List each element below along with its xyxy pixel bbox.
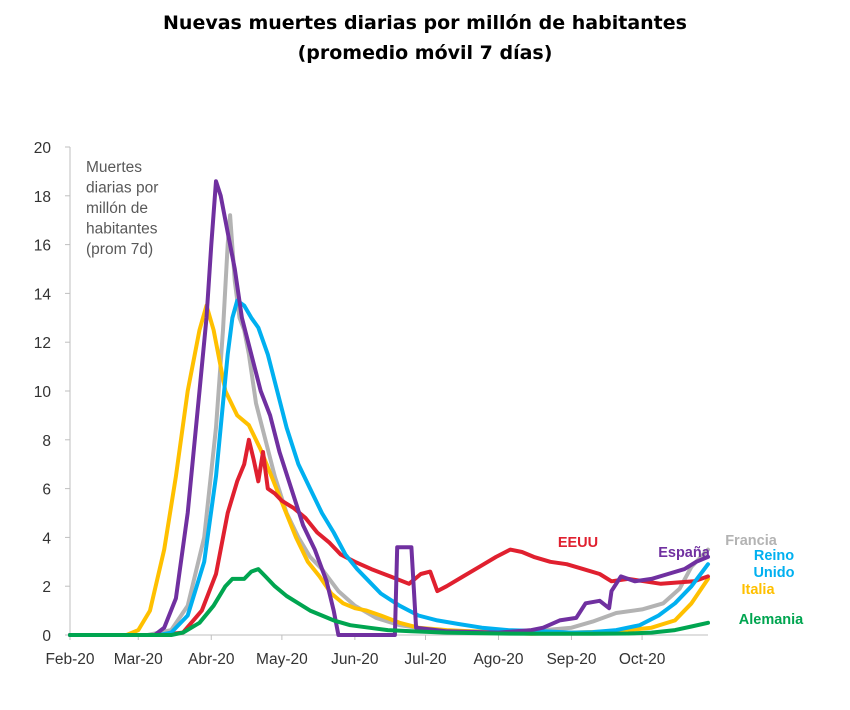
series-label-line: Unido [753,565,794,581]
series-label-reino-unido: Reino Unido [753,548,794,581]
y-tick-label: 18 [34,189,51,206]
y-axis-label-line: habitantes [86,221,158,238]
chart-subtitle: (promedio móvil 7 días) [297,42,553,64]
x-tick-label: Abr-20 [188,651,235,668]
series-labels: Francia Italia EEUU España Reino Unido Alemani… [558,533,804,628]
y-tick-label: 12 [34,335,51,352]
y-tick-label: 16 [34,238,51,255]
series-line-eeuu [68,437,710,637]
series-label-italia: Italia [741,582,775,598]
series-line-alemania [68,567,710,637]
x-tick-label: Ago-20 [473,651,523,668]
series-label-francia: Francia [725,533,778,549]
x-tick-label: May-20 [256,651,308,668]
y-tick-label: 10 [34,384,52,401]
series-label-line: España [658,545,711,561]
series-label-line: Reino [754,548,794,564]
y-tick-label: 6 [42,482,51,499]
y-axis-label-line: Muertes [86,159,142,176]
chart-title: Nuevas muertes diarias por millón de hab… [163,12,687,34]
y-axis-label-text: Muertes diarias por millón de habitantes (pr… [86,159,158,258]
series-label-alemania: Alemania [739,612,804,628]
series-lines [68,179,710,637]
series-label-line: Italia [741,582,775,598]
y-tick-label: 14 [34,286,52,303]
series-label-españa: España [658,545,711,561]
series-label-eeuu: EEUU [558,535,598,551]
series-label-line: Alemania [739,612,804,628]
y-tick-label: 2 [42,579,51,596]
x-tick-label: Sep-20 [546,651,596,668]
series-line-españa [68,179,710,637]
x-tick-label: Feb-20 [45,651,94,668]
series-label-line: Francia [725,533,778,549]
chart-axes: 0 2 4 6 8 10 12 14 16 18 20 Feb-20 Mar-20 Abr-20 May-2… [34,140,708,668]
series-line-italia [68,303,710,637]
y-axis-label-line: diarias por [86,180,158,197]
series-label-line: EEUU [558,535,598,551]
chart-title-block: Nuevas muertes diarias por millón de hab… [0,8,850,68]
series-line-reino-unido [68,298,710,637]
y-axis-label-line: (prom 7d) [86,241,153,258]
y-tick-label: 8 [42,433,51,450]
y-axis-label-line: millón de [86,200,148,217]
y-tick-label: 0 [42,628,51,645]
x-tick-label: Jul-20 [404,651,447,668]
x-tick-label: Mar-20 [114,651,163,668]
x-tick-label: Jun-20 [331,651,379,668]
x-tick-label: Oct-20 [619,651,666,668]
y-tick-label: 4 [42,530,51,547]
series-line-francia [68,213,710,637]
y-tick-label: 20 [34,140,52,157]
y-axis-label: Muertes diarias por millón de habitantes (pr… [86,159,158,258]
